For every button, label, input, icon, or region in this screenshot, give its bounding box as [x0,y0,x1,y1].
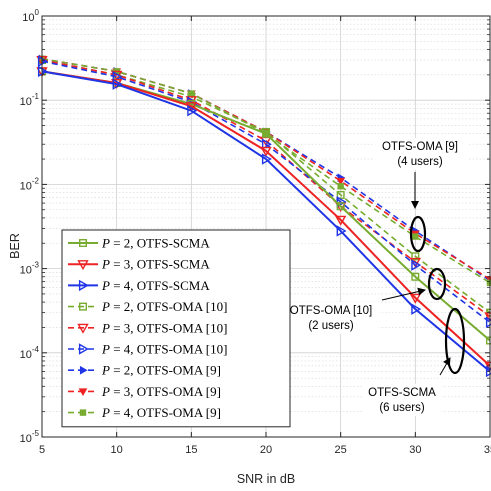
legend: P = 2, OTFS-SCMA P = 3, OTFS-SCMA P = 4, O… [61,229,291,428]
x-tick-label: 10 [111,444,123,456]
legend-label: P = 3, OTFS-SCMA [101,257,210,272]
square-marker [411,252,420,261]
triangle-right-marker [37,65,48,78]
square-marker [337,183,344,190]
series-3 [37,65,491,378]
y-tick-label: 100 [22,8,39,24]
triangle-right-marker [411,303,422,315]
triangle-right-marker [336,225,347,237]
triangle-right-marker [37,55,48,67]
annotation-text: (2 users) [308,320,354,332]
annotation-arrow-scma [439,357,451,376]
annotation-ellipse-oma10 [427,267,447,301]
annotation-2: OTFS-OMA [10] (2 users) [283,302,379,334]
triangle-down-marker [409,293,422,304]
square-marker [262,129,271,138]
triangle-down-marker [334,215,347,226]
series-line [41,70,491,367]
annotation-ellipse-oma9 [409,215,427,253]
annotation-text: (6 users) [379,402,425,414]
legend-label: P = 2, OTFS-OMA [9] [101,363,221,378]
legend-box [61,229,291,428]
legend-entry-9: P = 4, OTFS-OMA [9] [68,405,221,420]
annotation-bg [283,302,379,334]
triangle-right-marker [112,78,123,90]
triangle-down-marker [336,177,346,186]
legend-entry-4: P = 2, OTFS-OMA [10] [68,299,227,314]
triangle-down-marker [77,260,89,271]
square-marker [412,233,419,240]
annotation-text: (4 users) [397,156,443,168]
triangle-down-marker [77,323,89,334]
series-line [41,60,491,323]
square-marker [78,238,87,247]
square-marker [336,202,345,211]
annotation-text: OTFS-OMA [9] [382,141,458,153]
square-marker [78,302,87,311]
x-tick-label: 35 [484,444,491,456]
triangle-right-marker [78,343,89,355]
y-tick-label: 10-2 [20,176,40,192]
legend-entry-8: P = 3, OTFS-OMA [9] [68,384,221,399]
axis-ticks: 5 10 15 20 25 30 35 100 10-1 10-2 10-3 10-4 10-5 [20,8,491,456]
series-layer [36,54,491,378]
x-tick-label: 15 [185,444,197,456]
series-line [41,70,491,373]
triangle-right-marker [187,105,198,117]
legend-entry-7: P = 2, OTFS-OMA [9] [68,363,221,378]
legend-label: P = 2, OTFS-SCMA [101,236,210,251]
square-marker [336,190,345,199]
annotation-arrow-oma10 [381,287,426,301]
legend-label: P = 4, OTFS-OMA [10] [101,342,227,357]
triangle-right-marker [261,138,272,150]
triangle-down-marker [78,388,88,397]
x-axis-title: SNR in dB [237,472,295,486]
legend-entry-3: P = 4, OTFS-SCMA [68,278,210,293]
square-marker [411,272,420,281]
annotation-bg [362,384,442,416]
legend-entry-2: P = 3, OTFS-SCMA [68,257,210,272]
annotation-3: OTFS-SCMA (6 users) [362,384,442,416]
x-tick-label: 5 [39,444,45,456]
x-tick-label: 30 [409,444,421,456]
y-tick-label: 10-5 [20,429,40,445]
annotation-text: OTFS-OMA [10] [290,305,372,317]
y-axis-title: BER [8,233,22,259]
legend-label: P = 3, OTFS-OMA [10] [101,320,227,335]
annotation-1: OTFS-OMA [9] (4 users) [373,138,467,170]
legend-label: P = 4, OTFS-SCMA [101,278,210,293]
annotation-ellipse-scma [444,307,466,375]
x-tick-label: 25 [335,444,347,456]
annotation-text: OTFS-SCMA [368,387,436,399]
legend-entry-5: P = 3, OTFS-OMA [10] [68,320,227,335]
y-tick-label: 10-1 [20,92,40,108]
square-marker [79,409,87,416]
triangle-right-marker [79,365,88,375]
legend-entry-6: P = 4, OTFS-OMA [10] [68,342,227,357]
triangle-right-marker [78,279,89,292]
triangle-right-marker [411,259,422,271]
annotations: OTFS-OMA [9] (4 users) OTFS-OMA [10] (2 use… [283,138,467,416]
y-tick-label: 10-3 [20,261,40,277]
triangle-right-marker [261,153,272,165]
x-tick-label: 20 [260,444,272,456]
series-line [41,59,491,314]
legend-label: P = 2, OTFS-OMA [10] [101,299,227,314]
triangle-down-marker [409,257,422,268]
legend-label: P = 3, OTFS-OMA [9] [101,384,221,399]
y-tick-label: 10-4 [20,345,40,361]
triangle-down-marker [260,146,272,157]
legend-label: P = 4, OTFS-OMA [9] [101,405,221,420]
legend-entry-1: P = 2, OTFS-SCMA [68,236,210,251]
annotation-bg [373,138,467,170]
